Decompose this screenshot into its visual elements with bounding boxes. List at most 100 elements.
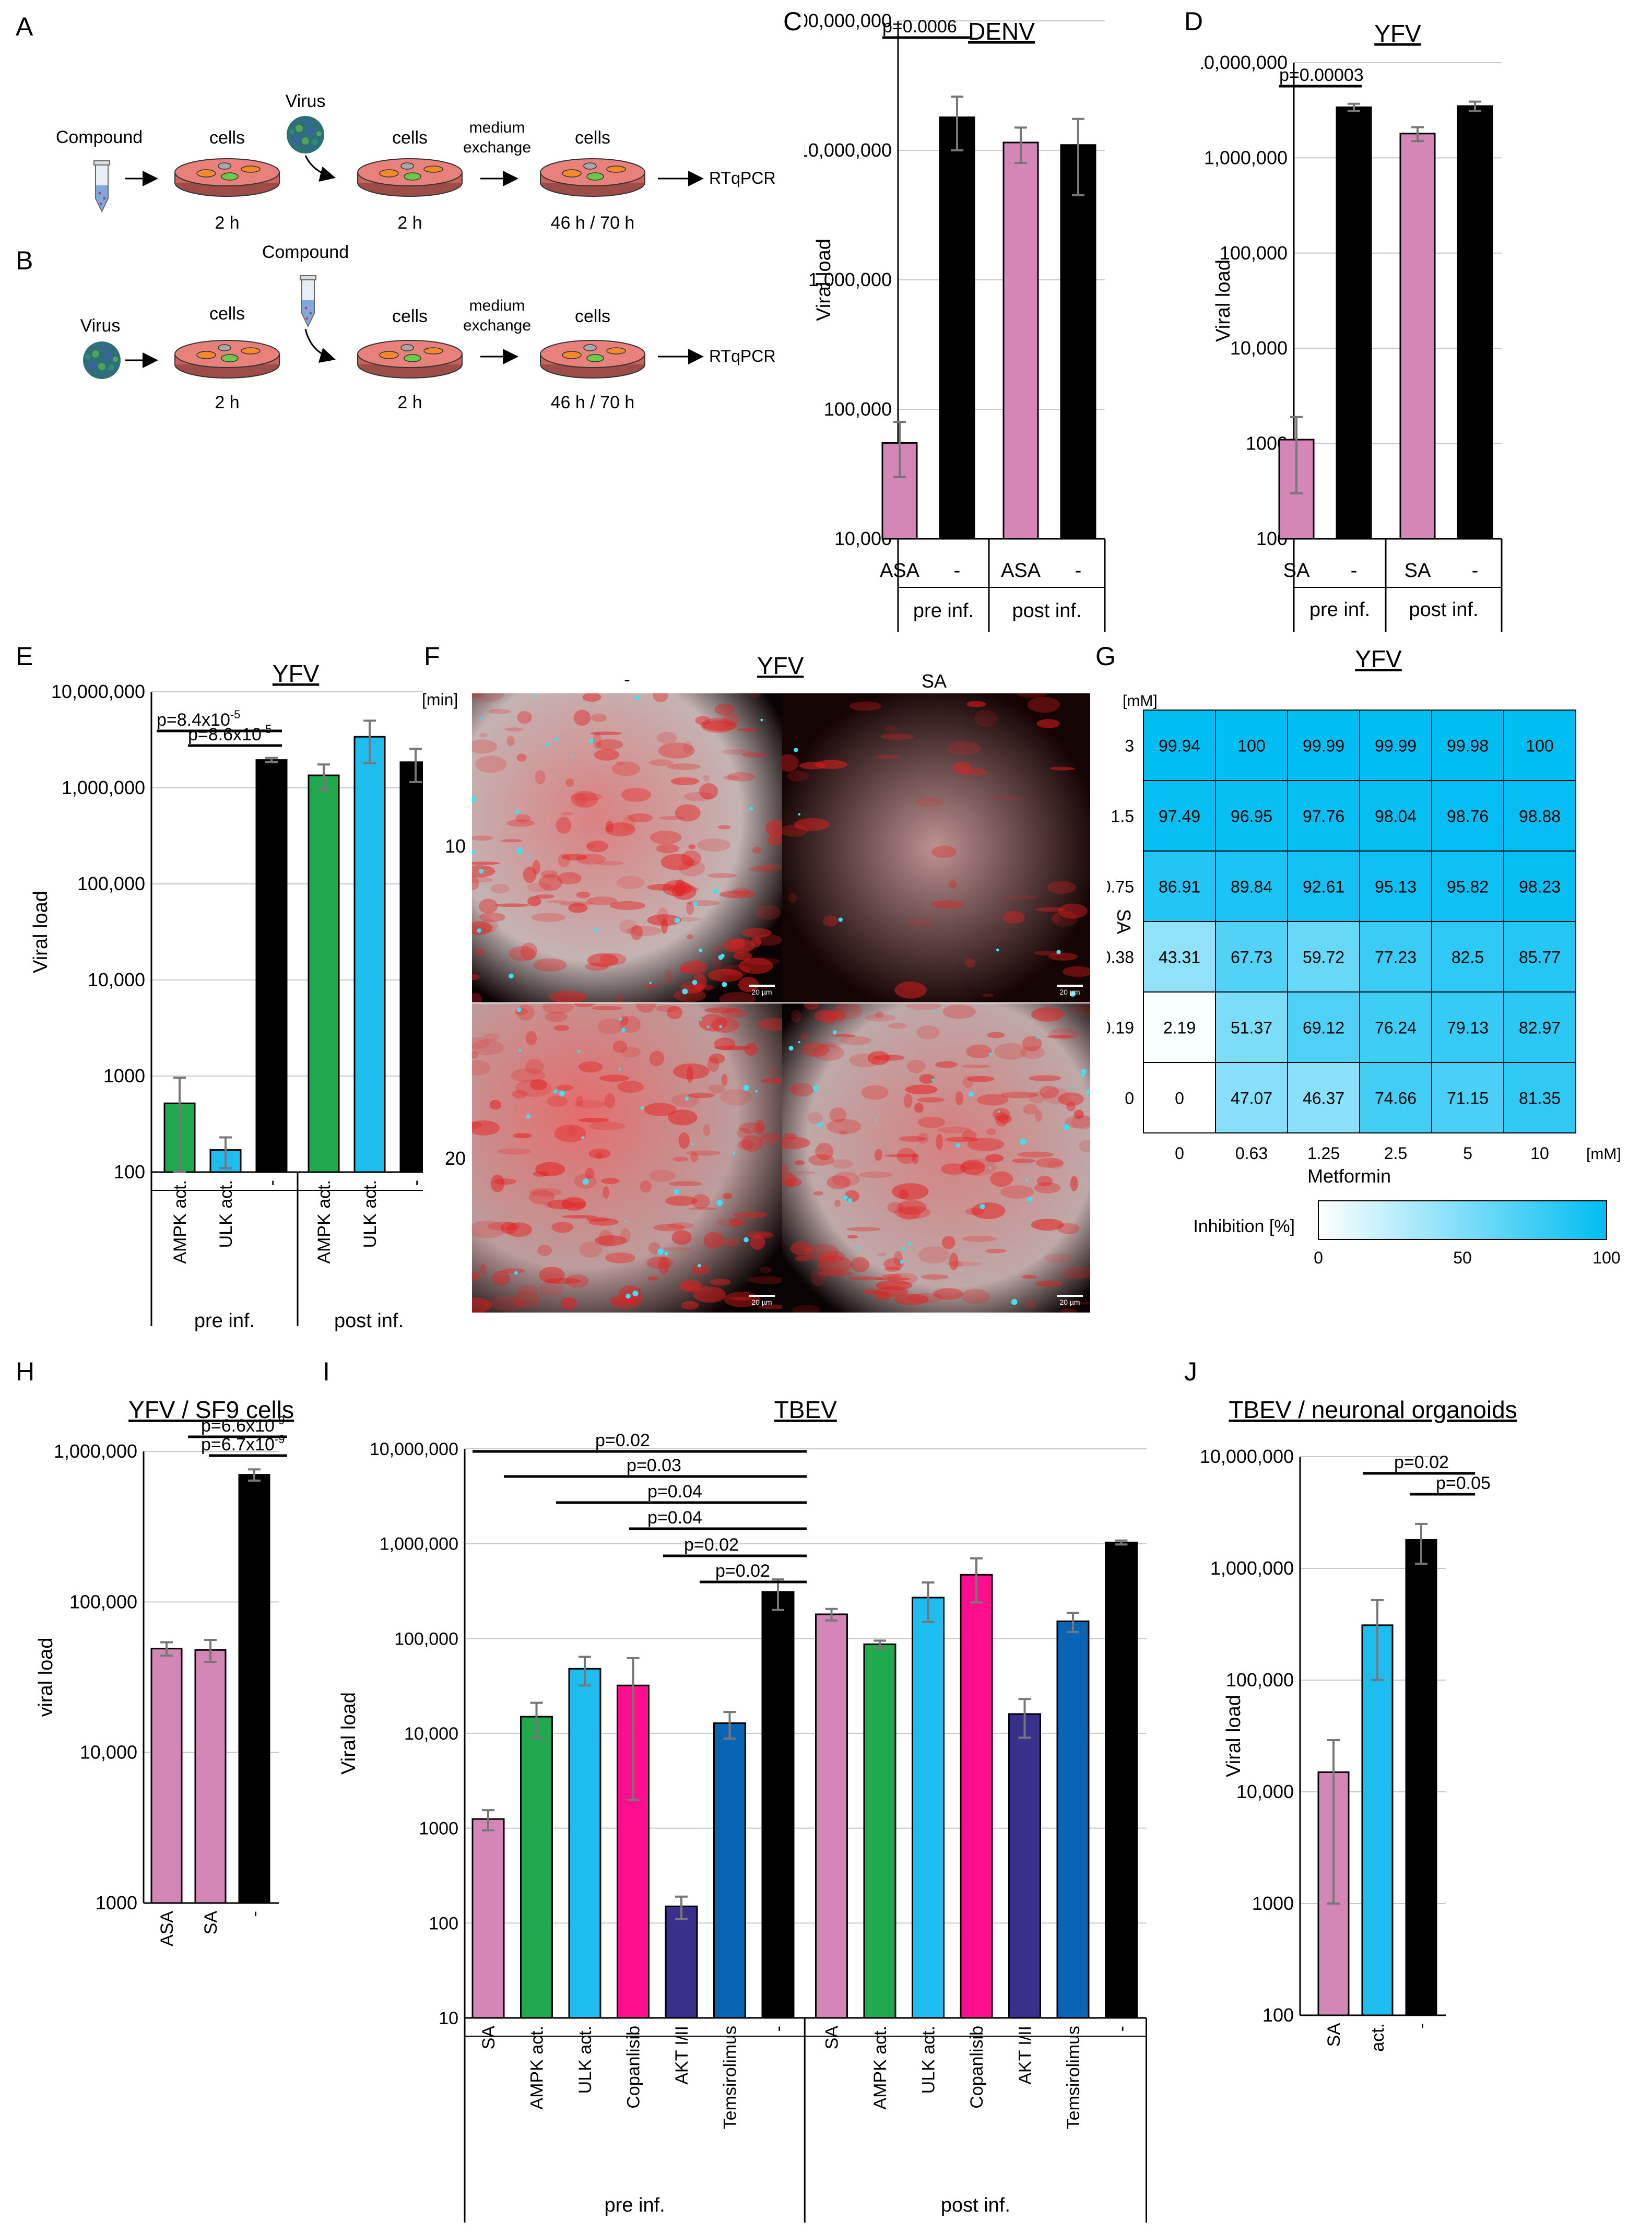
red-signal [759,1267,772,1273]
bar [1405,1539,1437,2016]
cyan-signal [1064,1124,1070,1130]
label-medium-b: medium [469,297,525,314]
y-tick-label: 1000 [419,1819,458,1839]
red-signal [877,1253,887,1257]
y-tick-label: 0.19 [1107,1019,1134,1037]
red-signal [1044,1253,1072,1263]
red-signal [936,1133,943,1150]
cyan-signal [514,1271,518,1275]
cyan-signal [664,1251,668,1256]
bar [1105,1541,1138,2019]
red-signal [668,1181,703,1187]
y-axis-label: Viral load [338,1692,360,1775]
red-signal [668,1222,694,1230]
label-compound-a: Compound [56,127,143,147]
red-signal [750,1235,765,1250]
y-tick-label: 10,000,000 [1201,1446,1294,1467]
chart-title: YFV / SF9 cells [128,1396,294,1423]
heatmap-value: 47.07 [1231,1089,1272,1108]
red-signal [739,958,773,974]
red-signal [579,1118,609,1123]
heatmap-value: 89.84 [1231,878,1272,896]
y-tick-label: 0 [1125,1089,1134,1108]
y-tick-label: 10 [439,2008,458,2028]
cyan-signal [682,988,688,995]
red-signal [757,864,782,871]
red-signal [1020,1046,1045,1059]
heatmap-value: 97.76 [1303,807,1344,826]
red-signal [867,1051,890,1065]
cyan-signal [553,1090,558,1094]
red-signal [644,1103,677,1116]
red-signal [511,1068,546,1083]
red-signal [714,703,735,715]
red-signal [661,918,668,934]
red-signal [917,1132,929,1144]
panelf-col-sa: SA [922,670,947,692]
red-signal [538,874,562,891]
heatmap-cell [1431,921,1504,993]
red-signal [606,821,613,833]
red-signal [557,1084,574,1091]
y-tick-label: 1000 [1252,1893,1294,1914]
cyan-signal [794,748,798,752]
heatmap-value: 59.72 [1303,948,1344,967]
red-signal [788,893,797,903]
y-tick-label: 100 [114,1161,145,1183]
category-label: ULK act. [360,1180,380,1248]
heatmap-cell [1359,991,1432,1063]
cyan-signal [788,1046,794,1051]
heatmap-cell [1503,991,1576,1063]
cyan-signal [719,1025,723,1029]
red-signal [640,1180,652,1193]
cyan-signal [931,1078,935,1082]
x-tick-label: 1.25 [1307,1144,1340,1163]
p-value-label: p=0.0006 [882,17,957,37]
red-signal [480,1263,487,1275]
p-value-label: p=0.00003 [1279,65,1364,85]
red-signal [935,1061,958,1068]
red-signal [1049,766,1075,771]
red-signal [874,1149,883,1161]
red-signal [985,1248,1007,1254]
cyan-signal [674,1189,679,1195]
red-signal [721,1073,728,1086]
label-exchange-b: exchange [463,317,531,334]
red-signal [686,900,720,906]
red-signal [888,1023,907,1029]
cyan-signal [743,1085,749,1091]
bar [1361,1624,1394,2016]
red-signal [545,1011,568,1022]
category-label: SA [479,2026,499,2050]
y-axis-label: Viral load [1212,259,1234,342]
red-signal [675,804,701,822]
red-signal [847,1276,884,1281]
red-signal [472,1120,500,1136]
red-signal [737,1140,754,1150]
red-signal [567,1127,577,1137]
red-signal [554,1125,586,1142]
category-label: Temsirolimus [1064,2026,1083,2129]
red-signal [711,1017,739,1033]
bar [939,116,975,540]
y-tick-label: 1,000,000 [808,269,892,290]
red-signal [716,1218,749,1227]
y-tick-label: 10,000,000 [1201,52,1288,73]
cyan-signal [843,1195,848,1200]
red-signal [986,1128,996,1135]
red-signal [757,1018,782,1031]
red-signal [941,1236,955,1249]
red-signal [808,1154,834,1166]
cyan-signal [1073,1086,1077,1089]
p-value-label: p=0.03 [627,1456,681,1475]
red-signal [703,1124,711,1137]
red-signal [616,761,624,765]
category-label: - [406,1180,423,1186]
red-signal [884,1154,919,1157]
red-signal [539,1266,565,1284]
label-46h-a: 46 h / 70 h [551,213,635,233]
label-cells-a2: cells [392,128,428,148]
red-signal [643,984,659,988]
red-signal [589,1121,626,1130]
red-signal [561,1215,597,1219]
